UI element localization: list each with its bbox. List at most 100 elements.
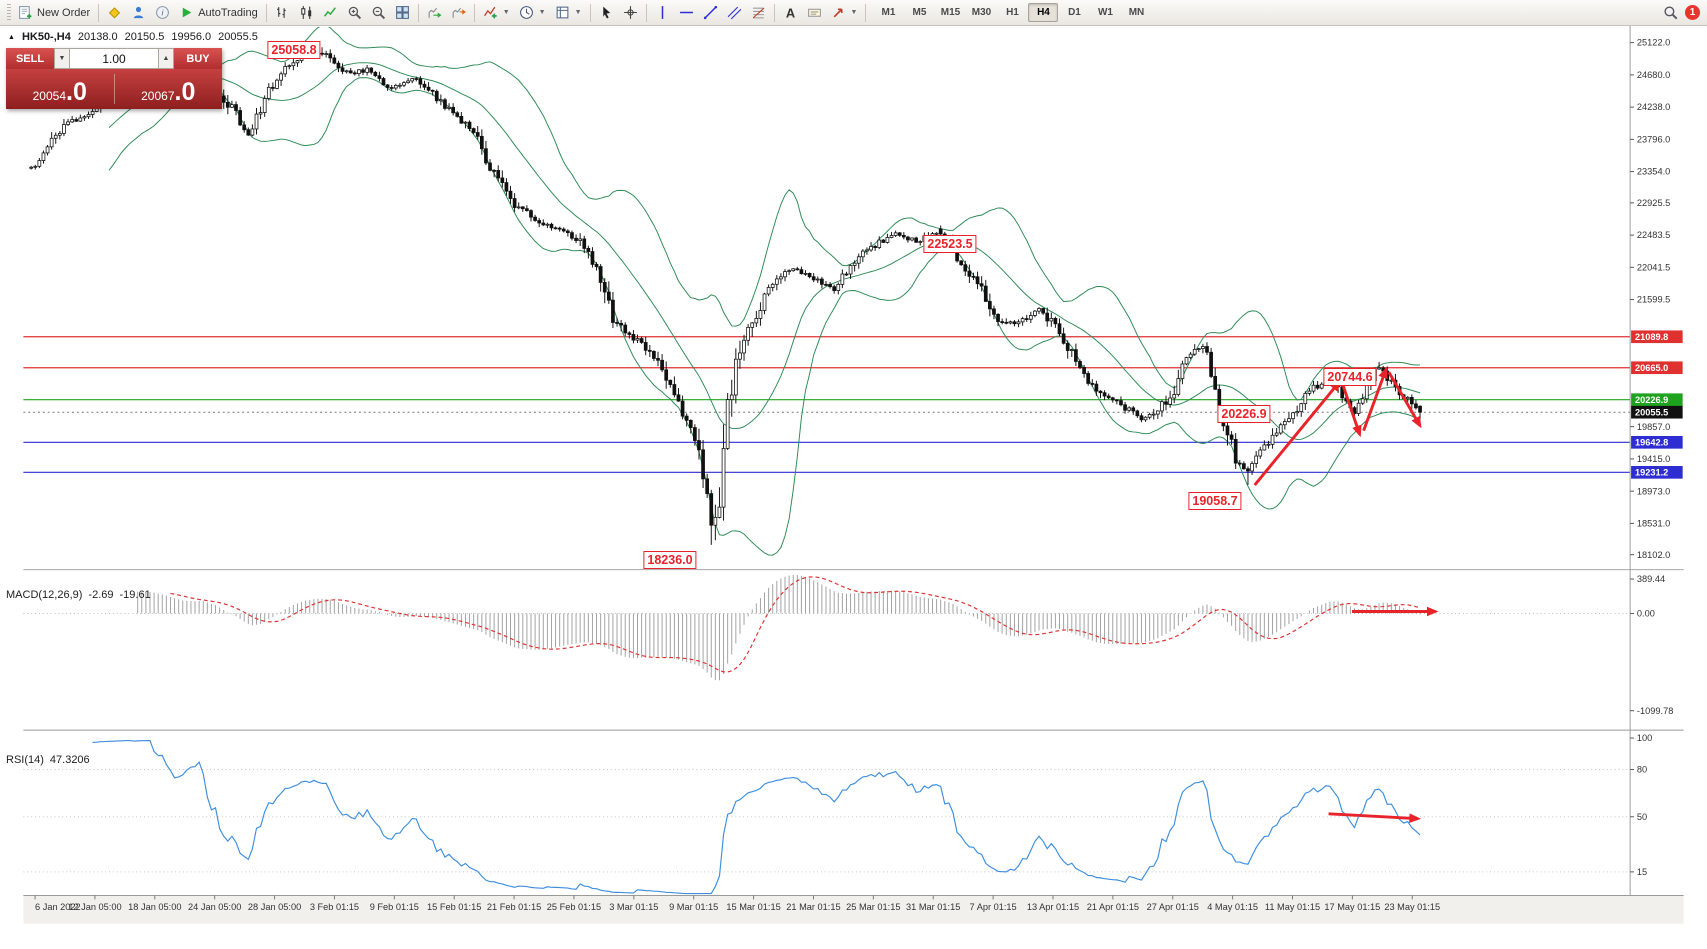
community-button[interactable] [127,2,150,24]
timeframe-mn-button[interactable]: MN [1128,7,1145,18]
toolbar-separator [417,3,419,22]
price-annotation[interactable]: 20226.9 [1217,405,1271,423]
auto-scroll-button[interactable] [423,2,446,24]
price-axis-label-21089.8: 21089.8 [1631,330,1683,344]
autotrading-button[interactable]: AutoTrading [175,2,262,24]
search-button[interactable] [1659,2,1682,24]
notification-badge[interactable]: 1 [1685,5,1700,20]
templates-button[interactable]: ▼ [551,2,586,24]
indicators-button[interactable]: ▼ [479,2,514,24]
candlestick-chart-button[interactable] [295,2,318,24]
sell-button[interactable]: SELL [6,48,54,69]
price-axis[interactable]: 25122.0 24680.0 24238.0 23796.0 23354.0 22925… [1630,38,1683,560]
help-icon: i [155,5,170,20]
buy-button[interactable]: BUY [174,48,222,69]
svg-text:19231.2: 19231.2 [1635,468,1668,478]
timeframe-m30-button[interactable]: M30 [971,7,992,18]
horizontal-line-button[interactable] [675,2,698,24]
vertical-line-button[interactable] [651,2,674,24]
zoom-in-button[interactable] [343,2,366,24]
price-annotation[interactable]: 25058.8 [267,41,321,59]
time-axis[interactable] [23,895,1684,924]
time-axis-label: 6 Jan 2022 [35,902,81,912]
window-icon: ▲ [8,33,15,41]
timeframe-toolbar: M1 M5 M15 M30 H1 H4 D1 W1 MN [873,3,1151,22]
help-button[interactable]: i [151,2,174,24]
template-icon [555,5,570,20]
trend-arrow[interactable] [1362,366,1388,432]
svg-text:i: i [162,8,165,18]
price-axis-tick: 19415.0 [1637,454,1670,464]
autotrading-button-label: AutoTrading [198,6,258,19]
time-axis-label: 7 Apr 01:15 [970,902,1017,912]
bar-chart-icon [275,5,290,20]
time-axis-label: 24 Jan 05:00 [188,902,241,912]
time-axis-label: 12 Jan 05:00 [68,902,121,912]
crosshair-button[interactable] [619,2,642,24]
chevron-down-icon: ▼ [850,9,858,16]
price-annotation[interactable]: 22523.5 [923,235,977,253]
ohlc-low: 19956.0 [171,31,212,43]
macd-main-value: -2.69 [88,589,114,601]
timeframe-m5-button[interactable]: M5 [912,7,927,18]
timeframe-h1-button[interactable]: H1 [1006,7,1019,18]
timeframe-w1-button[interactable]: W1 [1097,7,1113,18]
line-chart-icon [323,5,338,20]
zoom-out-button[interactable] [367,2,390,24]
sell-price[interactable]: 20054 .0 [6,69,114,109]
trend-arrow[interactable] [1328,812,1422,824]
time-axis-label: 31 Mar 01:15 [906,902,960,912]
chevron-down-icon: ▼ [502,9,510,16]
tile-windows-button[interactable] [391,2,414,24]
channel-button[interactable] [723,2,746,24]
price-divider [113,74,115,104]
cursor-button[interactable] [595,2,618,24]
channel-icon [727,5,742,20]
rsi-line [92,739,1421,895]
trend-arrow[interactable] [1341,385,1362,438]
price-axis-tick: 22483.5 [1637,230,1670,240]
price-annotation[interactable]: 20744.6 [1323,368,1377,386]
line-chart-button[interactable] [319,2,342,24]
text-label-button[interactable] [803,2,826,24]
chart-shift-button[interactable] [447,2,470,24]
svg-text:20226.9: 20226.9 [1635,395,1668,405]
rsi-axis-tick: 100 [1637,733,1652,743]
time-axis-label: 21 Feb 01:15 [487,902,541,912]
trend-arrow[interactable] [1387,371,1422,429]
trendline-button[interactable] [699,2,722,24]
timeframe-m15-button[interactable]: M15 [940,7,961,18]
toolbar-separator [865,3,867,22]
bar-chart-button[interactable] [271,2,294,24]
timeframe-m1-button[interactable]: M1 [881,7,896,18]
price-axis-tick: 18531.0 [1637,519,1670,529]
arrow-object-icon [831,5,846,20]
price-chart[interactable]: 25122.0 24680.0 24238.0 23796.0 23354.0 22925… [0,26,1707,949]
chevron-down-icon: ▼ [538,9,546,16]
crosshair-icon [623,5,638,20]
periods-button[interactable]: ▼ [515,2,550,24]
text-button[interactable]: A [779,2,802,24]
price-axis-tick: 22041.5 [1637,262,1670,272]
volume-decrease-button[interactable]: ▼ [54,48,70,69]
chevron-down-icon: ▼ [574,9,582,16]
fibonacci-button[interactable] [747,2,770,24]
macd-axis-tick: -1099.78 [1637,706,1673,716]
volume-increase-button[interactable]: ▲ [158,48,174,69]
new-order-button-label: New Order [37,6,91,19]
zoom-out-icon [371,5,386,20]
buy-price[interactable]: 20067 .0 [115,69,223,109]
arrows-button[interactable]: ▼ [827,2,862,24]
price-annotation[interactable]: 18236.0 [643,551,697,569]
volume-input[interactable] [70,48,158,69]
new-order-button[interactable]: New Order [14,2,94,24]
timeframe-d1-button[interactable]: D1 [1068,7,1081,18]
price-axis-tick: 18973.0 [1637,486,1670,496]
price-annotation[interactable]: 19058.7 [1188,492,1242,510]
rsi-label: RSI(14) 47.3206 [6,754,90,766]
trend-arrow[interactable] [1253,379,1342,486]
metaeditor-button[interactable] [103,2,126,24]
horizontal-line-objects [23,336,1631,473]
toolbar-grip[interactable] [7,3,11,22]
timeframe-h4-button[interactable]: H4 [1028,3,1059,22]
